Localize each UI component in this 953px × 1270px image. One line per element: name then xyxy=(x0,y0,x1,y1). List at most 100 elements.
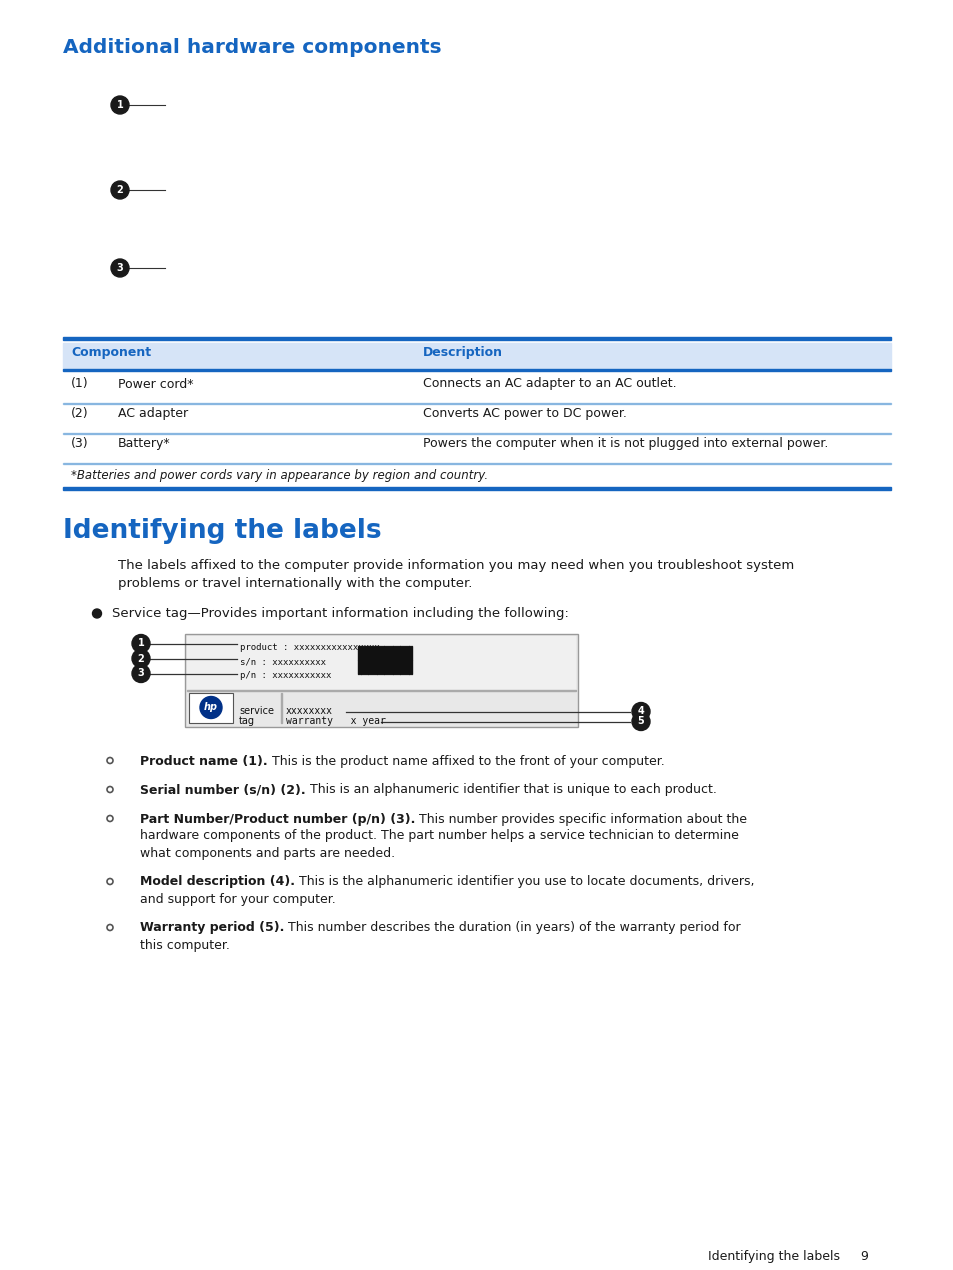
Text: 9: 9 xyxy=(859,1250,867,1262)
Bar xyxy=(401,645,402,659)
Bar xyxy=(375,659,377,673)
Text: Description: Description xyxy=(422,345,502,359)
Bar xyxy=(382,645,385,659)
Bar xyxy=(390,659,391,673)
Bar xyxy=(374,645,375,659)
Text: Powers the computer when it is not plugged into external power.: Powers the computer when it is not plugg… xyxy=(422,437,827,451)
Text: 3: 3 xyxy=(137,668,144,678)
Text: Product name (1).: Product name (1). xyxy=(140,754,268,767)
Bar xyxy=(367,645,369,659)
Circle shape xyxy=(111,97,129,114)
Bar xyxy=(189,692,233,723)
Text: 1: 1 xyxy=(116,100,123,110)
Text: *Batteries and power cords vary in appearance by region and country.: *Batteries and power cords vary in appea… xyxy=(71,469,488,481)
Text: warranty   x year: warranty x year xyxy=(286,716,385,726)
Bar xyxy=(392,659,394,673)
Circle shape xyxy=(132,664,150,682)
Bar xyxy=(408,659,410,673)
Bar xyxy=(382,659,385,673)
Text: Power cord*: Power cord* xyxy=(118,377,193,390)
Bar xyxy=(370,645,371,659)
Text: 4: 4 xyxy=(637,706,643,716)
Bar xyxy=(398,645,400,659)
Bar xyxy=(372,659,373,673)
Bar xyxy=(363,659,364,673)
Bar xyxy=(185,634,578,726)
Bar xyxy=(63,368,890,371)
Text: Part Number/Product number (p/n) (3).: Part Number/Product number (p/n) (3). xyxy=(140,813,415,826)
Bar xyxy=(187,635,576,691)
Bar xyxy=(365,659,366,673)
Text: Warranty period (5).: Warranty period (5). xyxy=(140,922,284,935)
Bar xyxy=(403,645,405,659)
Text: 2: 2 xyxy=(137,654,144,663)
Bar xyxy=(386,659,387,673)
Bar xyxy=(370,659,371,673)
Text: 5: 5 xyxy=(637,716,643,726)
Circle shape xyxy=(200,696,222,719)
Text: this computer.: this computer. xyxy=(140,939,230,951)
Text: Additional hardware components: Additional hardware components xyxy=(63,38,441,57)
Text: 2: 2 xyxy=(116,185,123,196)
Bar xyxy=(403,659,405,673)
Bar xyxy=(357,645,358,659)
Text: Connects an AC adapter to an AC outlet.: Connects an AC adapter to an AC outlet. xyxy=(422,377,676,390)
Bar xyxy=(359,659,361,673)
Bar xyxy=(365,645,366,659)
Bar xyxy=(396,659,397,673)
Bar xyxy=(374,659,375,673)
Text: The labels affixed to the computer provide information you may need when you tro: The labels affixed to the computer provi… xyxy=(118,560,794,573)
Bar xyxy=(63,343,890,370)
Text: tag: tag xyxy=(239,716,254,726)
Text: p/n : xxxxxxxxxxx: p/n : xxxxxxxxxxx xyxy=(240,672,331,681)
Bar xyxy=(378,659,379,673)
Text: Identifying the labels: Identifying the labels xyxy=(707,1250,840,1262)
Bar xyxy=(372,645,373,659)
Text: Serial number (s/n) (2).: Serial number (s/n) (2). xyxy=(140,784,305,796)
Bar xyxy=(367,659,369,673)
Text: Identifying the labels: Identifying the labels xyxy=(63,517,381,544)
Text: Model description (4).: Model description (4). xyxy=(140,875,294,889)
Text: service: service xyxy=(239,706,274,716)
Circle shape xyxy=(111,259,129,277)
Circle shape xyxy=(631,702,649,720)
Bar xyxy=(388,659,389,673)
Text: hp: hp xyxy=(204,702,218,712)
Circle shape xyxy=(92,610,101,618)
Text: This is the alphanumeric identifier you use to locate documents, drivers,: This is the alphanumeric identifier you … xyxy=(294,875,754,889)
Circle shape xyxy=(132,635,150,653)
Circle shape xyxy=(132,649,150,668)
Bar xyxy=(378,645,379,659)
Bar xyxy=(396,645,397,659)
Bar xyxy=(386,645,387,659)
Bar xyxy=(408,645,410,659)
Bar xyxy=(380,659,381,673)
Circle shape xyxy=(111,182,129,199)
Bar xyxy=(357,659,358,673)
Text: s/n : xxxxxxxxxx: s/n : xxxxxxxxxx xyxy=(240,658,326,667)
Bar xyxy=(375,645,377,659)
Bar xyxy=(380,645,381,659)
Bar xyxy=(398,659,400,673)
Bar xyxy=(392,645,394,659)
Text: (1): (1) xyxy=(71,377,89,390)
Text: Component: Component xyxy=(71,345,151,359)
Bar xyxy=(406,645,407,659)
Bar xyxy=(63,486,890,489)
Text: (2): (2) xyxy=(71,408,89,420)
Text: This is the product name affixed to the front of your computer.: This is the product name affixed to the … xyxy=(268,754,663,767)
Bar xyxy=(63,337,890,340)
Text: This number provides specific information about the: This number provides specific informatio… xyxy=(415,813,746,826)
Circle shape xyxy=(631,712,649,730)
Bar xyxy=(388,645,389,659)
Text: product : xxxxxxxxxxxxxxxx: product : xxxxxxxxxxxxxxxx xyxy=(240,644,379,653)
Text: what components and parts are needed.: what components and parts are needed. xyxy=(140,847,395,860)
Text: (3): (3) xyxy=(71,437,89,451)
Text: and support for your computer.: and support for your computer. xyxy=(140,893,335,906)
Text: 1: 1 xyxy=(137,639,144,649)
Text: This is an alphanumeric identifier that is unique to each product.: This is an alphanumeric identifier that … xyxy=(305,784,716,796)
Text: xxxxxxxx: xxxxxxxx xyxy=(286,706,333,716)
Text: Converts AC power to DC power.: Converts AC power to DC power. xyxy=(422,408,626,420)
Text: hardware components of the product. The part number helps a service technician t: hardware components of the product. The … xyxy=(140,829,739,842)
Bar xyxy=(411,659,412,673)
